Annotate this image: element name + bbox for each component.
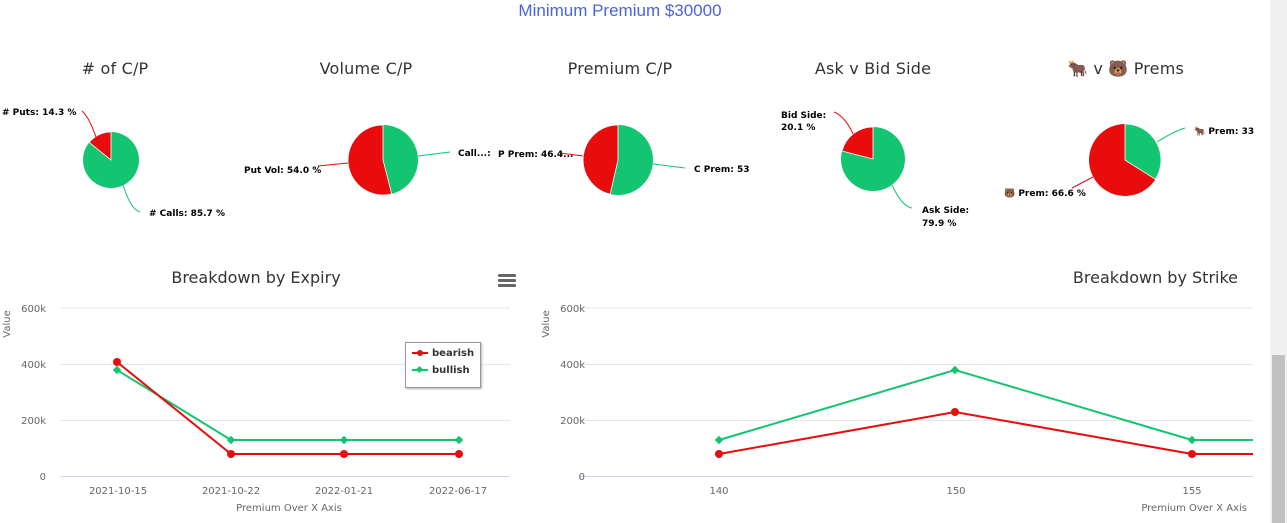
y-tick: 200k [21,416,46,427]
pie-label-ask-line2: 79.9 % [922,219,956,229]
expiry-chart: Breakdown by Expiry Value 600k 400k 200k… [2,268,510,514]
expiry-y-axis-label: Value [2,310,13,337]
y-tick: 0 [579,472,585,483]
pie-slice-put-vol[interactable] [347,124,393,196]
pie-premium[interactable]: P Prem: 46.4... C Prem: 53 [498,124,750,195]
pie-label-bear: 🐻 Prem: 66.6 % [1004,187,1086,199]
y-tick: 200k [560,416,585,427]
pie-title-volume: Volume C/P [319,59,413,78]
legend-label: bearish [432,348,475,359]
pie-label-call-vol: Call...: [458,149,491,159]
strike-chart: Breakdown by Strike Value 600k 400k 200k… [541,268,1253,514]
pie-label-bid-line1: Bid Side: [781,111,826,121]
x-tick: 2021-10-15 [89,486,147,497]
x-tick: 150 [946,486,965,497]
y-tick: 600k [560,304,585,315]
page-title: Minimum Premium $30000 [518,1,722,20]
expiry-chart-title: Breakdown by Expiry [171,268,340,287]
expiry-x-axis-label: Premium Over X Axis [236,503,342,514]
x-tick: 2022-06-17 [429,486,487,497]
legend-item-bullish[interactable]: bullish [412,365,470,376]
pie-title-premium: Premium C/P [567,59,673,78]
strike-y-axis-label: Value [541,310,552,337]
y-tick: 400k [560,360,585,371]
x-tick: 2021-10-22 [202,486,260,497]
strike-chart-title: Breakdown by Strike [1073,268,1238,287]
pie-label-puts: # Puts: 14.3 % [2,108,76,118]
pie-label-put-vol: Put Vol: 54.0 % [244,166,321,176]
series-bullish[interactable] [718,368,1253,441]
pie-label-c-prem: C Prem: 53 [694,165,750,175]
circle-marker-icon [412,348,428,358]
pie-volume[interactable]: Put Vol: 54.0 % Call...: [244,124,491,196]
expiry-chart-legend: bearish bullish [405,342,481,388]
pie-slice-bull[interactable] [1124,123,1162,180]
pie-title-bull-bear: 🐂 v 🐻 Prems [1067,59,1185,78]
pie-label-calls: # Calls: 85.7 % [149,209,225,219]
legend-item-bearish[interactable]: bearish [412,348,474,359]
legend-label: bullish [432,365,470,376]
pie-bull-bear[interactable]: 🐻 Prem: 66.6 % 🐂 Prem: 33 [1004,123,1254,199]
series-bearish[interactable] [718,410,1253,455]
x-tick: 140 [709,486,728,497]
pie-side[interactable]: Bid Side: 20.1 % Ask Side: 79.9 % [781,111,969,229]
pie-label-bid-line2: 20.1 % [781,123,815,133]
pie-label-bull: 🐂 Prem: 33 [1194,126,1254,137]
pie-slice-p-prem[interactable] [582,124,619,195]
pie-slice-bid[interactable] [841,126,874,160]
pie-title-count: # of C/P [81,59,149,78]
pie-label-ask-line1: Ask Side: [922,206,969,216]
x-tick: 155 [1182,486,1201,497]
y-tick: 0 [40,472,46,483]
scrollbar-thumb[interactable] [1272,355,1285,523]
strike-x-axis-label: Premium Over X Axis [1141,503,1247,514]
x-tick: 2022-01-21 [315,486,373,497]
pie-count[interactable]: # Puts: 14.3 % # Calls: 85.7 % [2,108,225,219]
pie-label-p-prem: P Prem: 46.4... [498,150,573,160]
pie-title-side: Ask v Bid Side [814,59,932,78]
y-tick: 400k [21,360,46,371]
series-bullish[interactable] [116,369,459,441]
diamond-marker-icon [412,365,428,375]
y-tick: 600k [21,304,46,315]
hamburger-menu-icon[interactable] [497,272,517,290]
series-bearish[interactable] [116,361,459,455]
pie-slice-puts[interactable] [88,131,112,161]
